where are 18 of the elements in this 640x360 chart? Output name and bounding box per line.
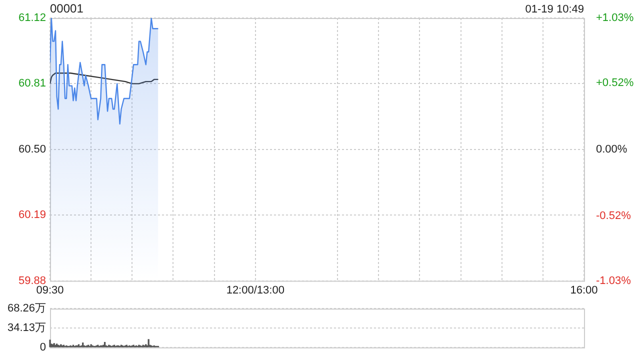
y-tick-label: 60.50	[18, 143, 46, 156]
x-tick-label: 16:00	[570, 284, 598, 296]
y-tick-label: 0	[40, 341, 46, 354]
chart-title: 00001	[50, 1, 84, 16]
y2-tick-label: +0.52%	[596, 77, 634, 90]
y2-tick-label: +1.03%	[596, 12, 634, 24]
y2-tick-label: -1.03%	[596, 274, 632, 287]
y-tick-label: 68.26万	[7, 302, 46, 315]
text: 01-19 10:49	[525, 4, 584, 16]
y-tick-label: 60.81	[18, 78, 46, 90]
y-tick-label: 61.12	[18, 12, 46, 24]
y2-tick-label: 0.00%	[596, 143, 628, 156]
y-tick-label: 60.19	[18, 209, 46, 222]
x-tick-label: 12:00/13:00	[226, 284, 284, 296]
y2-tick-label: -0.52%	[596, 210, 632, 222]
y-tick-label: 34.13万	[7, 322, 46, 334]
y-tick-label: 59.88	[18, 274, 46, 287]
x-tick-label: 09:30	[36, 284, 64, 296]
